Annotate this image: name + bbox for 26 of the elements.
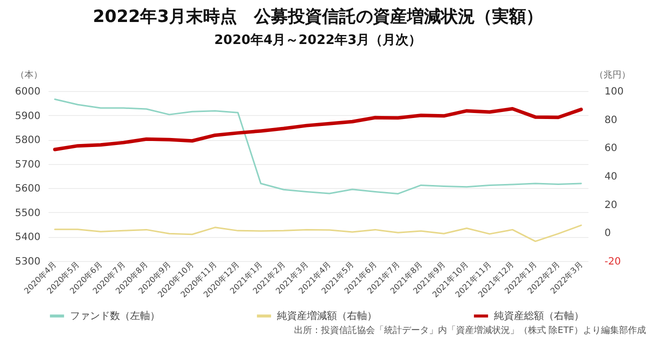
y2-tick-label: 40: [604, 172, 618, 182]
chart-title: 2022年3月末時点 公募投資信託の資産増減状況（実額）: [92, 6, 544, 27]
line-series: [53, 106, 583, 152]
y2-tick-label: 60: [604, 143, 618, 154]
y2-tick-label: -20: [604, 256, 621, 268]
y-tick-label: 5400: [15, 232, 40, 244]
text: 出所：投資信託協会「統計データ」内「資産増減状況」（株式 除ETF）より編集部作成: [292, 324, 647, 337]
line-series: [54, 98, 582, 194]
legend-label: 純資産増減額（右軸）: [277, 310, 377, 322]
line-series: [54, 224, 582, 242]
y-tick-label: 5300: [15, 256, 40, 268]
y-tick-label: 5600: [15, 184, 40, 195]
y-tick-label: 5700: [15, 159, 40, 170]
y-tick-label: 5500: [15, 208, 40, 219]
legend-label: 純資産総額（右軸）: [494, 310, 584, 322]
y2-tick-label: 0: [604, 228, 611, 240]
y-axis-title: （本）: [16, 70, 42, 80]
chart-subtitle: 2020年4月～2022年3月（月次）: [214, 33, 422, 48]
y-tick-label: 5800: [15, 135, 40, 146]
y2-tick-label: 20: [604, 200, 618, 211]
y2-axis-title: （兆円）: [594, 70, 630, 80]
y-tick-label: 5900: [15, 110, 40, 122]
y2-tick-label: 80: [604, 114, 618, 126]
y-tick-label: 6000: [15, 86, 40, 98]
legend-label: ファンド数（左軸）: [70, 310, 160, 322]
y2-tick-label: 100: [604, 86, 624, 98]
